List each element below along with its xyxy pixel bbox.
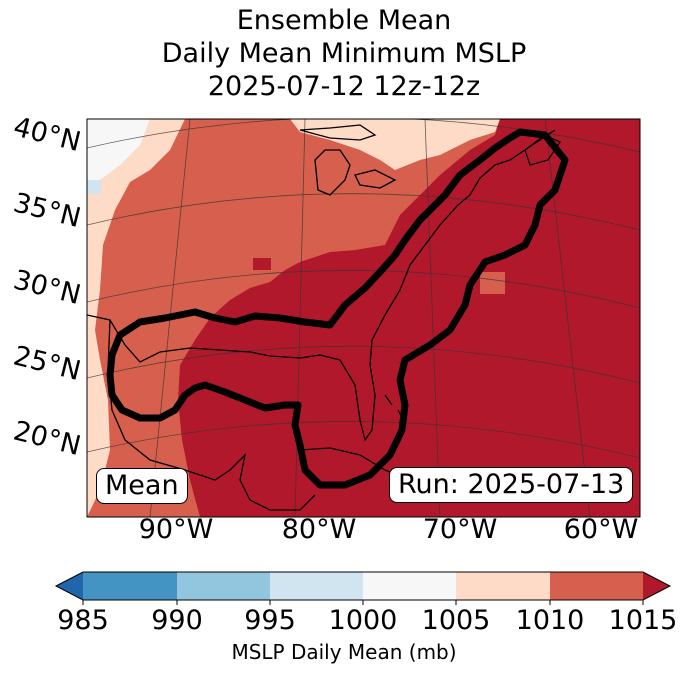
title-line-1: Ensemble Mean	[236, 5, 452, 36]
colorbar-segment-995-1000	[270, 572, 363, 600]
coast-mexico	[107, 319, 316, 511]
field-patch-a	[480, 272, 505, 294]
colorbar-tick-990: 990	[151, 605, 203, 636]
colorbar-tick-985: 985	[57, 605, 109, 636]
colorbar-tick-1000: 1000	[328, 605, 398, 636]
field-patch-b	[228, 182, 238, 190]
colorbar-tick-1015: 1015	[608, 605, 678, 636]
colorbar-segment-985-990	[83, 572, 177, 600]
colorbar-ticks	[82, 600, 644, 605]
colorbar-label: MSLP Daily Mean (mb)	[231, 640, 457, 664]
field-995-1000	[87, 119, 150, 185]
meridian-70w	[424, 119, 441, 517]
field-1000-1005-north	[290, 119, 500, 170]
run-date-box: Run: 2025-07-13	[389, 467, 634, 503]
lon-label-80w: 80°W	[281, 514, 357, 545]
map-frame	[86, 118, 641, 518]
coast-gulf-atlantic	[87, 129, 556, 442]
coastlines	[87, 124, 561, 511]
colorbar-segment-990-995	[177, 572, 270, 600]
parallel-40n	[87, 119, 640, 153]
title-line-2: Daily Mean Minimum MSLP	[161, 38, 527, 69]
contour-1015	[106, 128, 569, 489]
colorbar-extend-high	[643, 572, 670, 600]
title-line-3: 2025-07-12 12z-12z	[207, 71, 481, 102]
field-1005-1010	[87, 119, 500, 517]
coast-great-lakes	[299, 124, 397, 196]
parallel-20n	[87, 421, 640, 459]
colorbar-tick-1005: 1005	[421, 605, 491, 636]
colorbar-tick-995: 995	[244, 605, 296, 636]
lon-label-90w: 90°W	[138, 514, 214, 545]
lon-label-60w: 60°W	[563, 514, 639, 545]
colorbar-tick-1010: 1010	[515, 605, 585, 636]
field-patch-c	[253, 258, 271, 270]
field-990-995	[87, 180, 101, 194]
mean-label-box: Mean	[96, 468, 188, 504]
map-panel	[87, 119, 640, 517]
parallel-25n	[87, 345, 640, 384]
parallel-35n	[87, 193, 640, 231]
lon-label-70w: 70°W	[422, 514, 498, 545]
meridian-60w	[544, 119, 591, 517]
colorbar-segment-1000-1005	[363, 572, 456, 600]
parallel-30n	[87, 270, 640, 309]
colorbar-segment-1005-1010	[456, 572, 550, 600]
colorbar	[54, 571, 672, 605]
colorbar-extend-low	[56, 572, 83, 600]
field-1000-1005	[87, 119, 185, 517]
colorbar-segment-1010-1015	[550, 572, 643, 600]
